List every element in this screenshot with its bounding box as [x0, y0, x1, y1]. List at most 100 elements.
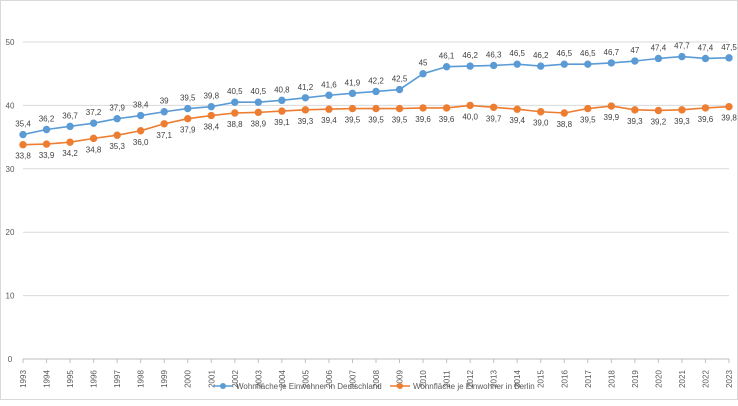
data-point-s0-2001 — [207, 102, 215, 111]
x-tick-label-2003: 2003 — [254, 370, 263, 388]
data-label-s1-2012: 40,0 — [462, 112, 478, 121]
data-label-s1-2001: 38,4 — [203, 123, 219, 132]
data-point-s0-2011 — [442, 63, 451, 71]
legend-marker-berlin — [397, 383, 403, 389]
data-label-s1-2010: 39,6 — [415, 115, 431, 124]
data-label-s1-2014: 39,4 — [509, 116, 525, 125]
data-label-s0-2005: 41,2 — [298, 83, 314, 92]
data-label-s0-1995: 36,7 — [62, 111, 78, 120]
data-point-s1-2023 — [725, 102, 733, 111]
data-label-s1-1996: 34,8 — [86, 145, 102, 154]
data-label-s1-1993: 33,8 — [15, 152, 31, 161]
data-label-s1-2002: 38,8 — [227, 120, 243, 129]
data-point-s0-2005 — [301, 94, 310, 102]
x-tick-label-2010: 2010 — [419, 370, 428, 388]
x-tick-label-2005: 2005 — [301, 370, 310, 388]
x-tick-label-2021: 2021 — [678, 370, 687, 388]
x-tick-label-1994: 1994 — [43, 370, 52, 388]
data-labels-layer: 35,4 36,2 36,7 37,2 37,9 38,4 39 39,5 39,8 40,5 40… — [15, 42, 737, 161]
data-label-s0-2001: 39,8 — [203, 92, 219, 101]
data-label-s0-2008: 42,2 — [368, 76, 384, 85]
legend-label-berlin: Wohnfläche je Einwohner in Berlin — [413, 382, 535, 391]
legend-label-deutschland: Wohnfläche je Einwohner in Deutschland — [236, 382, 382, 391]
data-point-s1-2021 — [678, 106, 686, 114]
x-tick-label-2018: 2018 — [607, 370, 616, 388]
data-label-s0-2012: 46,2 — [462, 51, 478, 60]
x-tick-label-1997: 1997 — [113, 370, 122, 388]
data-label-s0-2020: 47,4 — [651, 43, 667, 52]
data-point-s0-1995 — [66, 122, 74, 131]
data-point-s0-1998 — [136, 111, 145, 120]
legend-entry-deutschland: Wohnfläche je Einwohner in Deutschland — [213, 382, 382, 391]
data-point-s0-2000 — [184, 104, 192, 113]
data-label-s1-2013: 39,7 — [486, 114, 502, 123]
data-label-s0-2002: 40,5 — [227, 87, 243, 96]
data-point-s0-1997 — [113, 115, 121, 123]
data-point-s1-1994 — [42, 140, 51, 148]
data-point-s0-2017 — [584, 60, 592, 68]
data-point-s0-2014 — [513, 60, 521, 68]
x-tick-label-2014: 2014 — [513, 370, 522, 388]
x-tick-label-2000: 2000 — [184, 370, 193, 388]
data-point-s1-2020 — [654, 106, 663, 115]
data-point-s1-1998 — [136, 127, 145, 135]
data-point-s1-2016 — [560, 109, 568, 117]
data-label-s1-2008: 39,5 — [368, 116, 384, 125]
data-point-s1-2012 — [466, 101, 474, 110]
y-tick-label-30: 30 — [6, 165, 15, 174]
data-label-s0-2013: 46,3 — [486, 50, 502, 59]
data-point-s1-2003 — [254, 108, 263, 117]
data-point-s1-1995 — [66, 138, 74, 146]
data-label-s0-1996: 37,2 — [86, 108, 102, 117]
data-label-s1-2015: 39,0 — [533, 119, 549, 128]
data-label-s0-1994: 36,2 — [39, 114, 55, 123]
data-label-s0-2016: 46,5 — [556, 49, 572, 58]
data-label-s1-2019: 39,3 — [627, 117, 643, 126]
x-tick-label-2001: 2001 — [207, 370, 216, 388]
data-point-s0-2013 — [489, 61, 498, 70]
data-label-s0-2018: 46,7 — [604, 48, 620, 57]
data-point-s1-2001 — [207, 111, 215, 120]
data-point-s1-2015 — [537, 108, 545, 116]
data-label-s0-2007: 41,9 — [345, 78, 361, 87]
data-label-s1-2022: 39,6 — [698, 115, 714, 124]
data-point-s1-1999 — [160, 120, 168, 128]
data-label-s1-2016: 38,8 — [556, 120, 572, 129]
series-layer — [19, 52, 733, 149]
legend: Wohnfläche je Einwohner in Deutschland W… — [213, 382, 535, 391]
x-tick-label-1993: 1993 — [19, 370, 28, 388]
x-tick-label-2009: 2009 — [396, 370, 405, 388]
data-label-s1-1995: 34,2 — [62, 149, 78, 158]
data-point-s0-1996 — [89, 119, 98, 127]
data-point-s0-2010 — [419, 70, 427, 78]
data-point-s0-1994 — [42, 125, 51, 134]
y-tick-label-0: 0 — [8, 355, 13, 364]
data-point-s1-1996 — [89, 134, 98, 143]
x-tick-label-2019: 2019 — [631, 370, 640, 388]
data-label-s0-2004: 40,8 — [274, 85, 290, 94]
data-point-s0-2023 — [725, 54, 733, 62]
data-point-s1-2011 — [442, 104, 451, 112]
data-point-s1-2019 — [631, 106, 639, 114]
data-label-s1-1997: 35,3 — [109, 142, 125, 151]
data-point-s0-2006 — [325, 91, 333, 99]
data-point-s1-2009 — [395, 104, 404, 113]
data-point-s1-1997 — [113, 131, 121, 139]
data-label-s0-2022: 47,4 — [698, 43, 714, 52]
x-tick-label-2016: 2016 — [560, 370, 569, 388]
data-label-s1-2018: 39,9 — [604, 113, 620, 122]
data-point-s0-1993 — [19, 130, 27, 139]
y-axis-tick-labels: 0 10 20 30 40 50 — [6, 38, 15, 364]
data-label-s0-2009: 42,5 — [392, 75, 408, 84]
data-point-s0-2008 — [372, 87, 380, 96]
x-tick-label-2012: 2012 — [466, 370, 475, 388]
data-label-s1-1994: 33,9 — [39, 151, 55, 160]
x-tick-label-2017: 2017 — [584, 370, 593, 388]
data-point-s0-2016 — [560, 60, 568, 68]
data-point-s0-2003 — [254, 98, 263, 106]
data-label-s0-2019: 47 — [630, 46, 639, 55]
data-label-s1-2006: 39,4 — [321, 116, 337, 125]
x-tick-label-1995: 1995 — [66, 370, 75, 388]
